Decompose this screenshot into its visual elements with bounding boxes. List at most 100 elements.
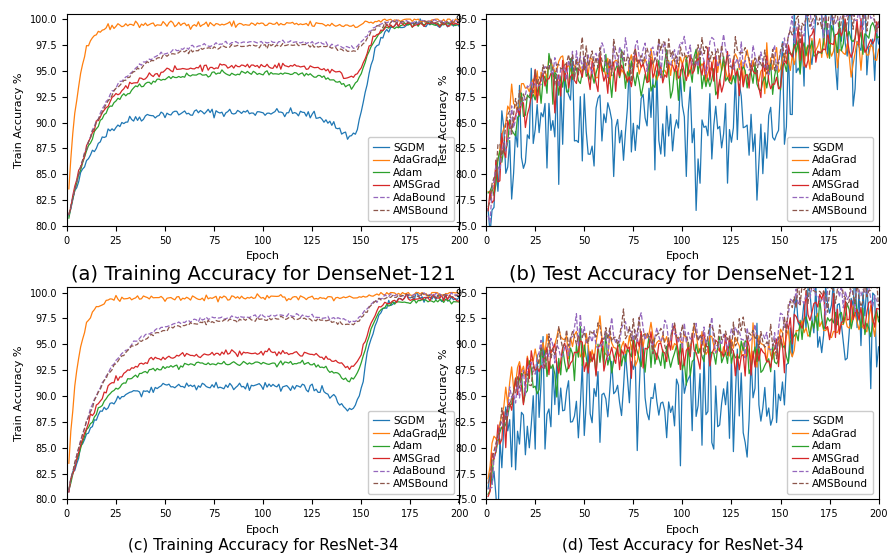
SGDM [168,383,178,390]
AMSBound [587,47,598,54]
AdaGrad [500,119,511,126]
AdaBound [63,487,74,493]
Legend: SGDM, AdaGrad, Adam, AMSGrad, AdaBound, AMSBound: SGDM, AdaGrad, Adam, AMSGrad, AdaBound, … [368,137,454,221]
Adam [168,73,178,80]
Adam [454,299,465,306]
AMSGrad [401,291,412,297]
Line: AdaBound: AdaBound [488,275,879,488]
AMSGrad [499,148,509,155]
AdaBound [811,1,822,7]
AMSBound [840,294,851,301]
AMSGrad [840,16,851,22]
AdaGrad [589,64,599,70]
Line: AMSGrad: AMSGrad [69,294,459,492]
Line: Adam: Adam [69,22,459,218]
AMSGrad [483,208,493,214]
AdaGrad [873,46,884,52]
Line: SGDM: SGDM [69,292,459,492]
SGDM [558,407,568,414]
AMSGrad [87,412,98,419]
SGDM [842,355,853,362]
Legend: SGDM, AdaGrad, Adam, AMSGrad, AdaBound, AMSBound: SGDM, AdaGrad, Adam, AMSGrad, AdaBound, … [368,411,454,494]
AMSBound [499,425,509,432]
AdaGrad [830,33,841,40]
AMSBound [423,292,434,299]
Adam [168,364,178,371]
AMSGrad [168,69,178,75]
AdaGrad [79,329,90,336]
Adam [821,16,831,22]
AMSBound [454,17,465,24]
AMSGrad [63,211,74,218]
Y-axis label: Train Accuracy %: Train Accuracy % [14,72,24,168]
AdaBound [454,293,465,300]
AMSGrad [136,75,147,81]
AMSGrad [436,20,447,27]
AdaGrad [379,16,390,22]
SGDM [500,403,511,410]
Adam [79,433,90,440]
Adam [87,419,98,426]
AMSGrad [556,358,566,364]
Line: AMSBound: AMSBound [488,277,879,484]
Adam [483,190,493,196]
Line: AdaGrad: AdaGrad [488,36,879,193]
X-axis label: Epoch: Epoch [665,251,699,261]
SGDM [589,385,599,392]
Adam [587,357,598,364]
SGDM [415,16,425,22]
SGDM [500,170,511,177]
AdaBound [844,13,855,20]
AMSBound [854,8,864,15]
AdaGrad [423,18,434,25]
Adam [855,324,866,331]
SGDM [844,11,855,18]
AMSBound [846,274,856,281]
Text: (b) Test Accuracy for DenseNet-121: (b) Test Accuracy for DenseNet-121 [509,265,855,284]
AdaBound [136,62,147,69]
SGDM [87,147,98,153]
AdaGrad [436,291,447,298]
AdaGrad [63,185,74,192]
Line: SGDM: SGDM [488,270,879,528]
AdaGrad [865,302,876,309]
Line: AdaGrad: AdaGrad [69,292,459,463]
Adam [857,51,868,57]
Adam [87,136,98,142]
AMSBound [417,290,427,297]
Adam [556,372,566,378]
Line: AMSGrad: AMSGrad [488,291,879,497]
Adam [136,370,147,377]
AdaBound [556,354,566,360]
Text: (c) Training Accuracy for ResNet-34: (c) Training Accuracy for ResNet-34 [128,538,399,554]
SGDM [63,213,74,219]
AMSBound [507,394,517,401]
AdaGrad [873,314,884,321]
AdaGrad [508,100,519,107]
AMSBound [873,18,884,25]
AMSGrad [873,306,884,312]
Adam [507,401,517,407]
SGDM [136,393,147,400]
Adam [499,425,509,431]
X-axis label: Epoch: Epoch [246,525,280,535]
Adam [500,147,511,154]
AMSGrad [87,129,98,136]
SGDM [87,423,98,430]
AdaBound [79,425,90,432]
X-axis label: Epoch: Epoch [246,251,280,261]
SGDM [79,436,90,443]
AdaBound [499,425,509,431]
Adam [79,153,90,160]
AdaBound [852,271,863,278]
AMSBound [556,335,566,342]
Adam [558,84,568,90]
SGDM [589,163,599,170]
Adam [840,312,851,319]
AMSBound [168,50,178,57]
AdaGrad [376,289,386,296]
SGDM [873,41,884,47]
Adam [136,84,147,90]
AdaGrad [844,52,855,59]
AdaGrad [454,291,465,297]
